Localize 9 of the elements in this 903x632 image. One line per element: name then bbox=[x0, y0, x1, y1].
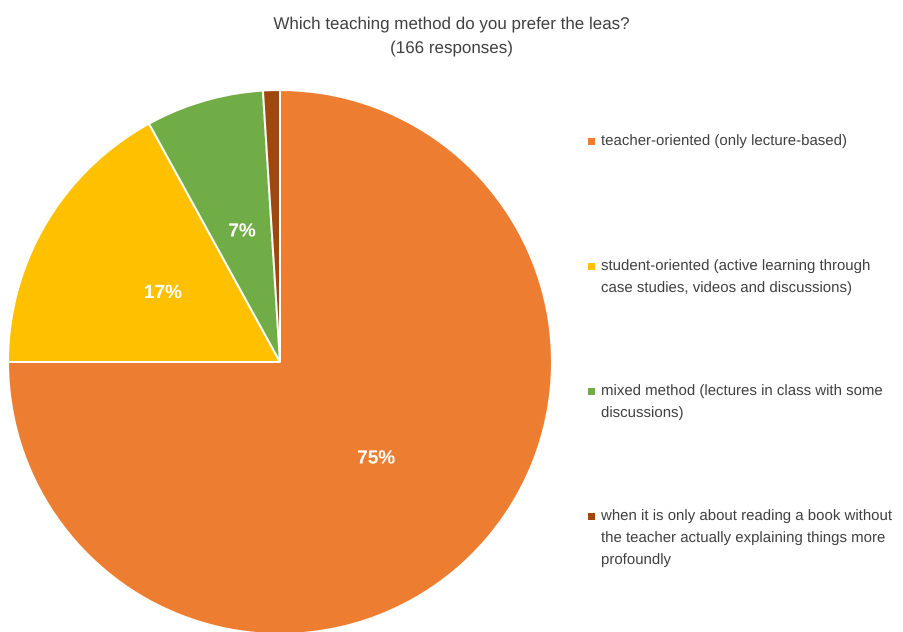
legend-label: student-oriented (active learning through case studies, videos and discussions) bbox=[601, 256, 872, 298]
chart-subtitle: (166 responses) bbox=[389, 37, 514, 59]
data-label: 75% bbox=[357, 447, 396, 468]
legend-label: mixed method (lectures in class with some discussions) bbox=[601, 381, 884, 423]
legend-label: when it is only about reading a book without the teacher actually explaining things more profoundly bbox=[601, 506, 894, 570]
data-label: 7% bbox=[228, 220, 256, 242]
data-label: 17% bbox=[144, 282, 182, 304]
legend-label: teacher-oriented (only lecture-based) bbox=[601, 131, 847, 151]
chart-title: Which teaching method do you prefer the leas? bbox=[272, 13, 631, 35]
